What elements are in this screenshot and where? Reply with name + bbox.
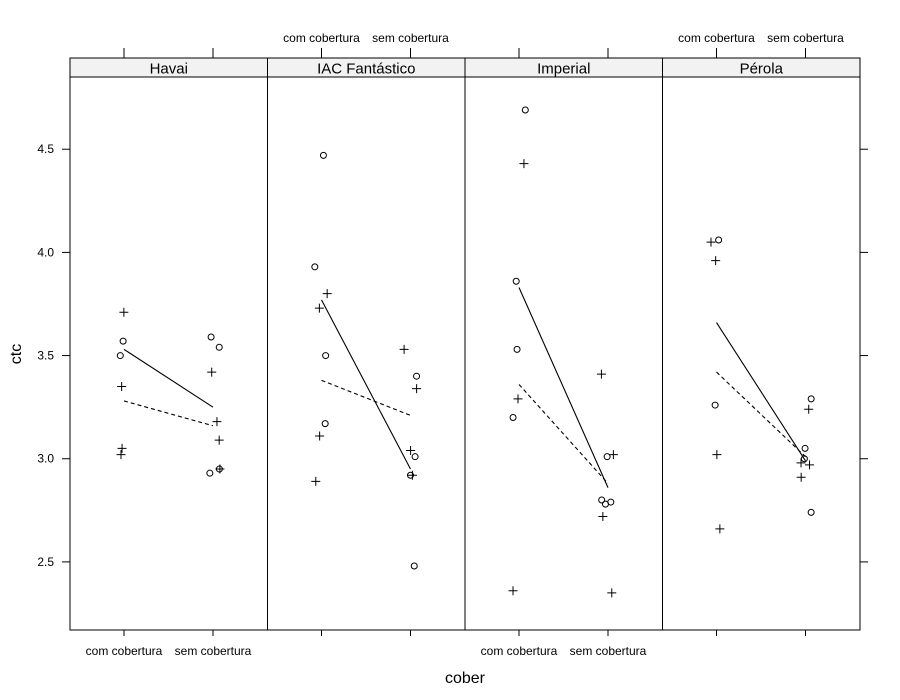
data-point-circle <box>322 352 330 360</box>
y-tick-label: 3.5 <box>37 349 54 363</box>
mean-line-solid <box>518 287 609 488</box>
x-tick-label: sem cobertura <box>570 644 647 658</box>
mean-line-dashed <box>518 384 609 484</box>
data-point-cross <box>406 445 416 455</box>
mean-line-solid <box>716 322 806 462</box>
data-point-cross <box>315 431 325 441</box>
y-tick-label: 4.5 <box>37 142 54 156</box>
mean-line-dashed <box>123 400 214 427</box>
mean-line-dashed <box>716 371 806 458</box>
mean-line-solid <box>321 299 411 470</box>
data-point-cross <box>117 443 127 453</box>
data-point-circle <box>603 453 611 461</box>
data-point-cross <box>311 476 321 486</box>
data-point-cross <box>711 256 721 266</box>
y-axis-title: ctc <box>8 344 25 364</box>
x-tick-label: sem cobertura <box>767 31 844 45</box>
data-point-cross <box>399 344 409 354</box>
data-point-cross <box>412 384 422 394</box>
data-point-cross <box>608 450 618 460</box>
data-point-cross <box>117 382 127 392</box>
data-point-circle <box>513 345 521 353</box>
mean-line-dashed <box>321 379 411 416</box>
data-point-circle <box>598 496 606 504</box>
data-point-circle <box>512 277 520 285</box>
data-point-circle <box>311 263 319 271</box>
data-point-cross <box>508 586 518 596</box>
y-tick-label: 3.0 <box>37 452 54 466</box>
panel-2: Imperial com cobertura sem cobertura <box>464 48 663 658</box>
data-point-circle <box>601 500 609 508</box>
panel-strip-label: Havai <box>150 61 188 78</box>
data-point-cross <box>116 450 126 460</box>
panel-strip-label: IAC Fantástico <box>317 61 415 78</box>
data-point-cross <box>805 460 815 470</box>
panel-frame <box>69 76 268 631</box>
data-point-circle <box>206 469 214 477</box>
data-point-cross <box>715 524 725 534</box>
data-point-circle <box>807 395 815 403</box>
data-point-cross <box>796 458 806 468</box>
data-point-circle <box>321 420 329 428</box>
data-point-circle <box>807 508 815 516</box>
x-tick-label: com cobertura <box>678 31 755 45</box>
data-point-circle <box>319 151 327 159</box>
data-point-circle <box>207 333 215 341</box>
panel-frame <box>662 76 861 631</box>
data-point-cross <box>706 237 716 247</box>
data-point-circle <box>116 352 124 360</box>
data-point-cross <box>207 367 217 377</box>
data-point-circle <box>521 106 529 114</box>
data-point-circle <box>509 413 517 421</box>
data-point-cross <box>513 394 523 404</box>
y-tick-label: 4.0 <box>37 245 54 259</box>
data-point-cross <box>119 307 129 317</box>
data-point-circle <box>119 337 127 345</box>
panel-strip-label: Imperial <box>537 61 590 78</box>
y-tick-label: 2.5 <box>37 555 54 569</box>
data-point-circle <box>215 343 223 351</box>
data-point-cross <box>314 303 324 313</box>
data-point-cross <box>214 435 224 445</box>
data-point-cross <box>607 588 617 598</box>
data-point-cross <box>712 450 722 460</box>
x-tick-label: sem cobertura <box>372 31 449 45</box>
data-point-cross <box>215 464 225 474</box>
data-point-circle <box>715 236 723 244</box>
mean-line-solid <box>123 348 214 408</box>
data-point-circle <box>410 562 418 570</box>
data-point-cross <box>407 470 417 480</box>
data-point-cross <box>598 512 608 522</box>
data-point-circle <box>801 444 809 452</box>
x-tick-label: sem cobertura <box>175 644 252 658</box>
panel-frame <box>464 76 663 631</box>
x-tick-label: com cobertura <box>481 644 558 658</box>
x-tick-label: com cobertura <box>86 644 163 658</box>
panel-3: Pérola com cobertura sem cobertura <box>662 31 861 636</box>
data-point-cross <box>796 472 806 482</box>
panel-frame <box>267 76 466 631</box>
data-point-circle <box>711 401 719 409</box>
data-point-circle <box>413 372 421 380</box>
data-point-cross <box>322 289 332 299</box>
panel-strip-label: Pérola <box>740 61 784 78</box>
data-point-cross <box>212 417 222 427</box>
panel-0: Havai com cobertura sem cobertura <box>69 48 268 658</box>
data-point-cross <box>804 404 814 414</box>
x-axis-title: cober <box>445 670 486 687</box>
x-tick-label: com cobertura <box>283 31 360 45</box>
data-point-circle <box>411 453 419 461</box>
data-point-cross <box>596 369 606 379</box>
data-point-cross <box>519 159 529 169</box>
panel-1: IAC Fantástico com cobertura sem cobertura <box>267 31 466 636</box>
